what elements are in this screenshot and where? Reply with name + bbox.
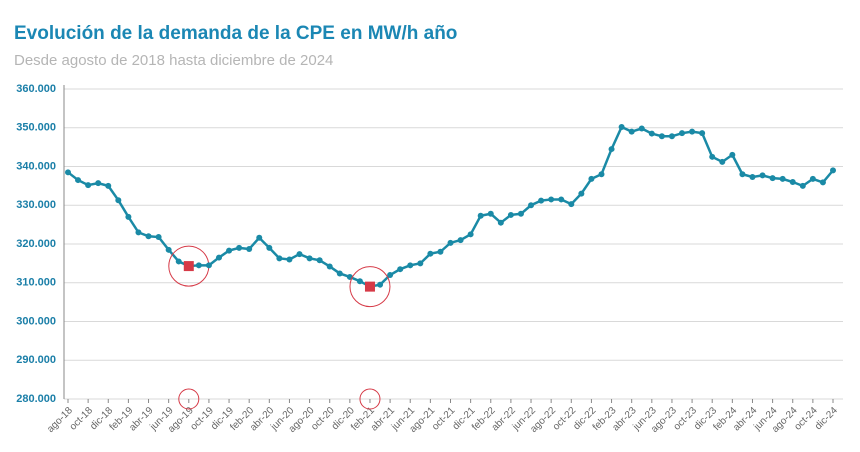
data-point [85,182,92,189]
chart-title: Evolución de la demanda de la CPE en MW/… [14,23,457,44]
y-tick-label: 320.000 [16,238,56,250]
data-point [256,234,263,241]
data-point [467,231,474,238]
highlight-ring [349,266,391,308]
data-point [598,171,605,178]
data-point [135,229,142,236]
highlight-marker [183,261,194,272]
data-point [689,128,696,135]
data-point [195,262,202,269]
data-point [306,255,313,262]
data-point [387,272,394,278]
data-point [588,175,595,182]
data-point [447,239,454,246]
data-point [226,247,233,254]
data-point [296,251,303,258]
data-point [668,133,675,140]
data-point [759,172,766,179]
data-point [437,248,444,255]
data-point [648,130,655,137]
data-point [397,266,404,273]
data-point [628,128,635,135]
data-point [679,130,686,137]
data-point [175,258,182,265]
data-point [799,182,806,189]
data-point [548,196,555,203]
data-point [377,281,384,288]
y-tick-label: 330.000 [16,199,56,211]
y-tick-label: 280.000 [16,393,56,405]
data-point [517,210,524,217]
data-point [497,219,504,226]
highlight-axis-ring [178,388,200,410]
x-tick-label: ago-18 [45,405,75,435]
data-point [316,257,323,264]
data-point [236,244,243,251]
data-point [830,167,836,174]
data-point [266,244,273,251]
data-point [749,173,756,180]
data-point [105,182,112,189]
data-point [809,175,816,182]
data-point [215,254,222,261]
data-point [729,151,736,158]
data-point [427,250,434,257]
data-point [417,260,424,267]
data-point [709,153,716,160]
data-line [67,125,834,288]
y-tick-label: 340.000 [16,160,56,172]
highlight-axis-ring [359,388,381,410]
data-point [538,197,545,204]
data-point [779,175,786,182]
data-point [477,212,484,219]
data-point [276,255,283,262]
data-point [205,262,212,269]
data-point [819,179,826,186]
data-point [638,125,645,132]
data-point [578,190,585,197]
data-point [608,146,615,153]
data-point [487,210,494,217]
data-point [125,213,132,220]
data-point [356,278,363,285]
data-point [769,175,776,182]
data-point [246,246,253,253]
data-point [65,169,71,176]
data-point [719,158,726,165]
data-point [457,237,464,244]
data-point [507,211,514,218]
data-point [115,197,122,204]
data-point [155,234,162,241]
data-point [145,233,152,240]
y-tick-label: 310.000 [16,277,56,289]
y-tick-label: 290.000 [16,354,56,366]
data-point [286,256,293,263]
chart-subtitle: Desde agosto de 2018 hasta diciembre de … [14,52,333,69]
data-point [75,177,82,184]
data-point [739,171,746,178]
data-point [407,262,414,269]
data-point [568,201,575,208]
data-point [165,246,172,253]
y-tick-label: 350.000 [16,122,56,134]
y-tick-label: 360.000 [16,83,56,95]
data-point [528,202,535,209]
data-point [618,123,625,130]
data-point [336,270,343,277]
y-tick-label: 300.000 [16,315,56,327]
data-point [658,133,665,140]
data-point [95,180,102,187]
data-point [326,263,333,270]
data-point [699,130,706,137]
x-tick-label: dic-24 [813,405,840,432]
data-point [789,179,796,185]
data-point [558,196,565,203]
highlight-marker [364,281,375,292]
